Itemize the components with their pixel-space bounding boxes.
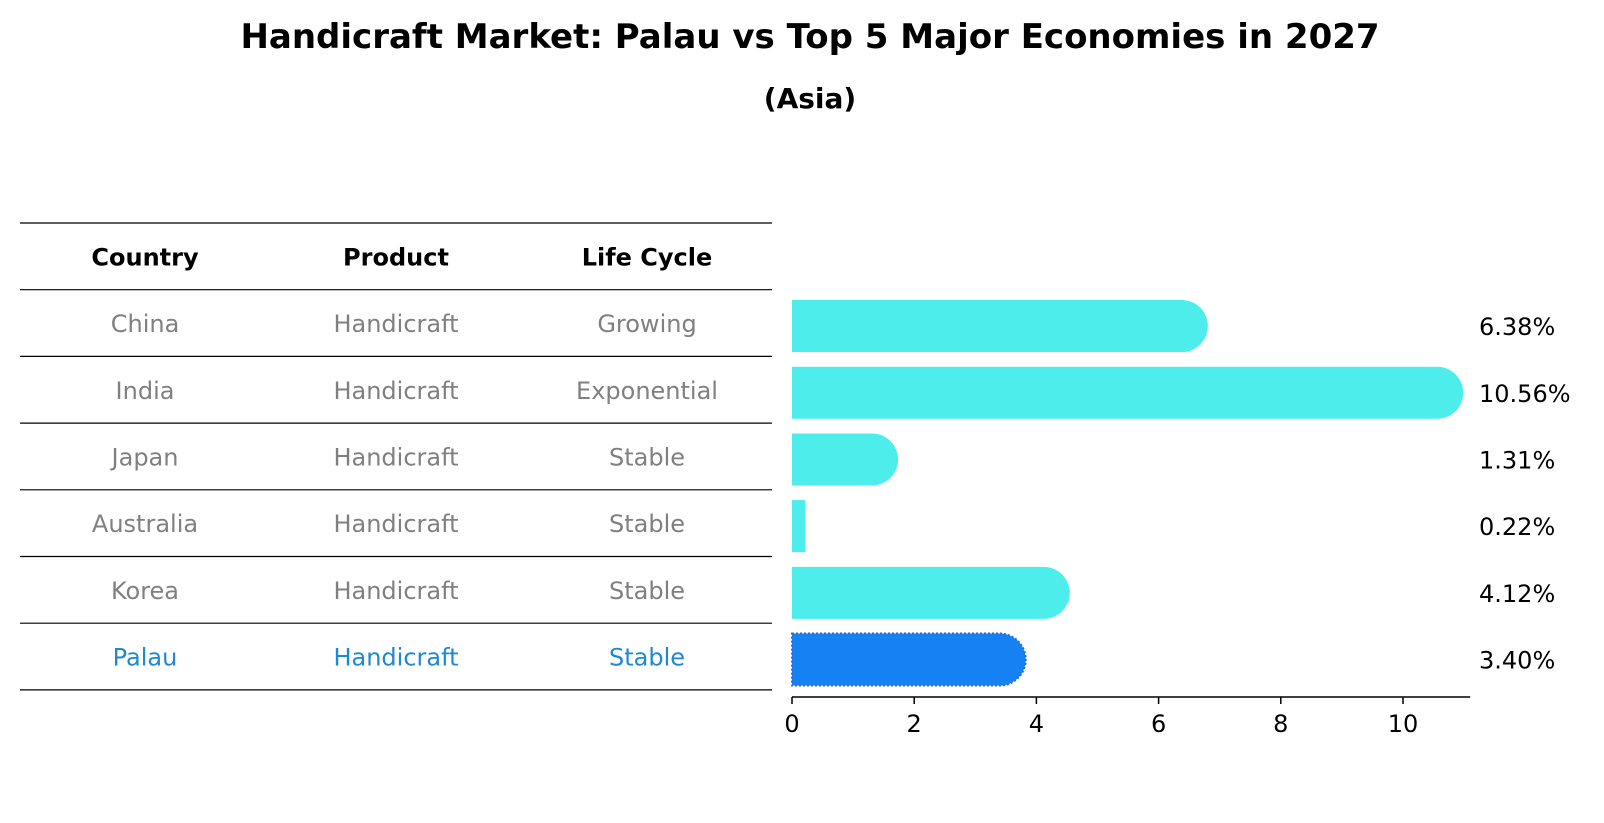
table-cell-product: Handicraft (333, 510, 458, 538)
table-cell-product: Handicraft (333, 644, 458, 672)
bar-value-label: 10.56% (1479, 380, 1571, 408)
bar-value-label: 3.40% (1479, 647, 1555, 675)
table-cell-country: Japan (110, 443, 179, 471)
x-tick-label: 4 (1029, 710, 1044, 738)
table-cell-life-cycle: Exponential (576, 377, 718, 405)
x-tick-label: 10 (1388, 710, 1419, 738)
table-cell-country: Australia (92, 510, 198, 538)
x-tick-label: 2 (907, 710, 922, 738)
data-table: Country Product Life Cycle China Handicraft G… (20, 222, 772, 691)
bar-india (792, 366, 1464, 419)
table-header-product: Product (343, 243, 449, 271)
bar-australia (792, 500, 806, 553)
table-cell-product: Handicraft (333, 577, 458, 605)
table-cell-life-cycle: Stable (609, 577, 685, 605)
table-cell-life-cycle: Stable (609, 510, 685, 538)
table-cell-country: India (116, 377, 175, 405)
bar-value-label: 0.22% (1479, 513, 1555, 541)
table-cell-country: Korea (111, 577, 179, 605)
bar-korea (792, 566, 1070, 619)
table-cell-product: Handicraft (333, 310, 458, 338)
table-header-country: Country (91, 243, 199, 271)
x-tick-label: 8 (1273, 710, 1288, 738)
bar-chart: 6.38% 10.56% 1.31% 0.22% 4.12% 3.40% (791, 300, 1571, 687)
table-cell-life-cycle: Stable (609, 443, 685, 471)
x-tick-label: 6 (1151, 710, 1166, 738)
table-cell-product: Handicraft (333, 377, 458, 405)
x-tick-label: 0 (784, 710, 799, 738)
table-cell-life-cycle: Stable (609, 644, 685, 672)
bar-value-label: 4.12% (1479, 580, 1555, 608)
bar-value-label: 1.31% (1479, 446, 1555, 474)
chart-title: Handicraft Market: Palau vs Top 5 Major … (240, 17, 1380, 57)
bar-palau (791, 632, 1027, 687)
table-cell-product: Handicraft (333, 443, 458, 471)
bar-value-label: 6.38% (1479, 313, 1555, 341)
chart-subtitle: (Asia) (763, 82, 857, 115)
bar-china (792, 300, 1208, 353)
bar-japan (792, 433, 899, 486)
x-axis: 0 2 4 6 8 10 (784, 696, 1471, 738)
table-header-life-cycle: Life Cycle (582, 243, 713, 271)
table-cell-country: Palau (113, 644, 178, 672)
table-cell-country: China (111, 310, 180, 338)
table-cell-life-cycle: Growing (597, 310, 696, 338)
